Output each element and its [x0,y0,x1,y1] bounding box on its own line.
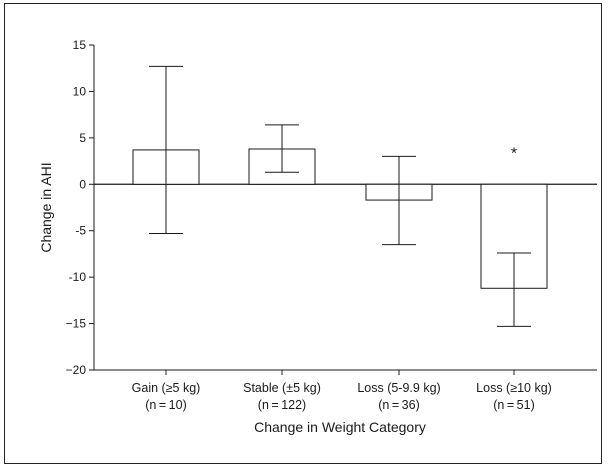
y-tick-label: 0 [79,177,86,191]
y-axis-title: Change in AHI [38,162,54,252]
category-n-label: (n = 36) [378,398,420,412]
axes: 15 10 5 0 -5 -10 −15 −20 [66,38,597,377]
bars [132,148,548,289]
category-label: Loss (5-9.9 kg) [357,381,440,395]
y-tick-label: 10 [73,84,87,98]
y-tick-label: −15 [66,317,87,331]
category-label: Stable (±5 kg) [243,381,321,395]
error-bars [149,65,531,327]
category-n-label: (n = 51) [493,398,535,412]
x-axis-title: Change in Weight Category [254,419,426,435]
category-label: Loss (≥10 kg) [476,381,552,395]
labels: Gain (≥5 kg) (n = 10) Stable (±5 kg) (n = 1… [132,146,552,412]
chart-frame: 15 10 5 0 -5 -10 −15 −20 Gain (≥5 kg) (n = 10) St… [4,3,602,464]
y-tick-label: 5 [79,131,86,145]
category-label: Gain (≥5 kg) [132,381,201,395]
y-tick-label: −20 [66,363,87,377]
y-tick-label: -5 [75,224,86,238]
category-n-label: (n = 122) [258,398,306,412]
significance-asterisk: * [511,146,517,163]
category-n-label: (n = 10) [145,398,187,412]
y-tick-label: -10 [69,270,87,284]
y-tick-label: 15 [73,38,87,52]
bar-chart: 15 10 5 0 -5 -10 −15 −20 Gain (≥5 kg) (n = 10) St… [38,38,597,435]
